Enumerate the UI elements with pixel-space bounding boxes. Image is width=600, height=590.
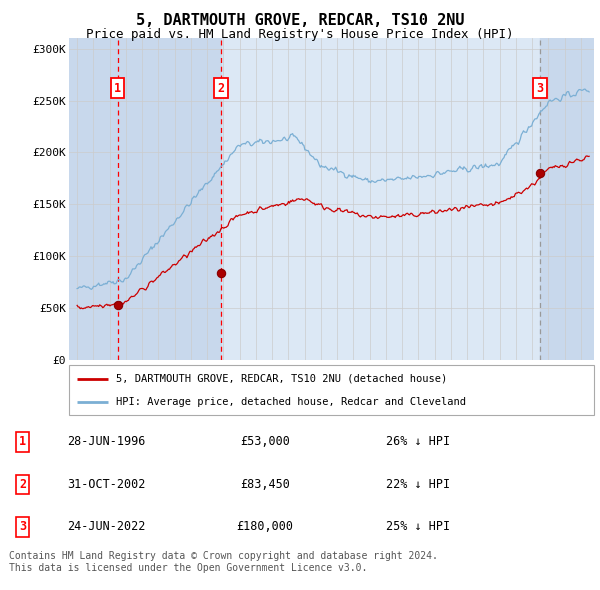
Text: 3: 3 xyxy=(19,520,26,533)
Text: 1: 1 xyxy=(114,81,121,94)
Text: £83,450: £83,450 xyxy=(240,478,290,491)
Text: Contains HM Land Registry data © Crown copyright and database right 2024.
This d: Contains HM Land Registry data © Crown c… xyxy=(9,551,438,573)
Text: 22% ↓ HPI: 22% ↓ HPI xyxy=(386,478,449,491)
Text: 5, DARTMOUTH GROVE, REDCAR, TS10 2NU (detached house): 5, DARTMOUTH GROVE, REDCAR, TS10 2NU (de… xyxy=(116,373,448,384)
Text: 1: 1 xyxy=(19,435,26,448)
Bar xyxy=(118,38,221,360)
Text: Price paid vs. HM Land Registry's House Price Index (HPI): Price paid vs. HM Land Registry's House … xyxy=(86,28,514,41)
Text: 3: 3 xyxy=(536,81,544,94)
Text: 26% ↓ HPI: 26% ↓ HPI xyxy=(386,435,449,448)
Text: 5, DARTMOUTH GROVE, REDCAR, TS10 2NU: 5, DARTMOUTH GROVE, REDCAR, TS10 2NU xyxy=(136,13,464,28)
Bar xyxy=(540,38,594,360)
FancyBboxPatch shape xyxy=(69,365,594,415)
Text: £53,000: £53,000 xyxy=(240,435,290,448)
Text: 2: 2 xyxy=(217,81,224,94)
Text: 28-JUN-1996: 28-JUN-1996 xyxy=(67,435,145,448)
Text: 2: 2 xyxy=(19,478,26,491)
Text: 24-JUN-2022: 24-JUN-2022 xyxy=(67,520,145,533)
Text: 31-OCT-2002: 31-OCT-2002 xyxy=(67,478,145,491)
Text: HPI: Average price, detached house, Redcar and Cleveland: HPI: Average price, detached house, Redc… xyxy=(116,396,466,407)
Bar xyxy=(221,38,540,360)
Text: £180,000: £180,000 xyxy=(236,520,293,533)
Bar xyxy=(69,38,118,360)
Text: 25% ↓ HPI: 25% ↓ HPI xyxy=(386,520,449,533)
